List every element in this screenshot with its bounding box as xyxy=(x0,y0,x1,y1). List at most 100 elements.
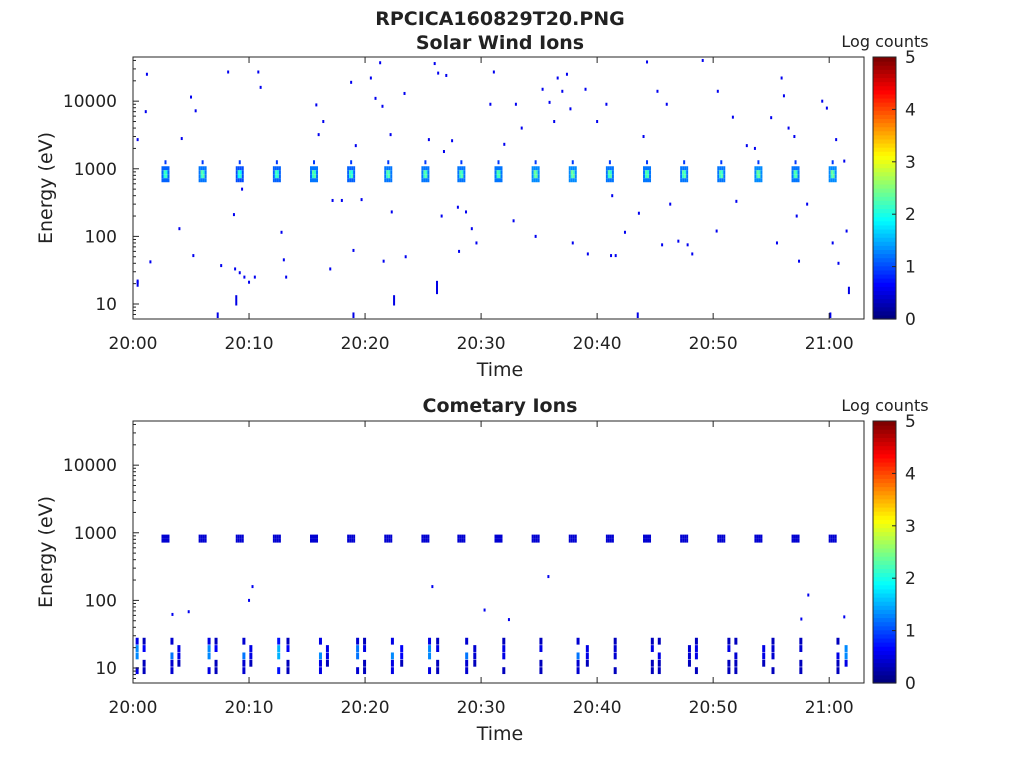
beam-mark xyxy=(568,160,577,183)
colorbar-swatch xyxy=(873,310,896,316)
colorbar-swatch xyxy=(873,613,896,619)
scatter-point xyxy=(793,135,796,139)
colorbar-swatch xyxy=(873,97,896,103)
beam-mark xyxy=(717,160,726,183)
beam-mark xyxy=(347,160,356,183)
scatter-point xyxy=(241,187,244,191)
colorbar-swatch xyxy=(873,118,896,124)
colorbar-swatch xyxy=(873,151,896,156)
panel2-ylabel: Energy (eV) xyxy=(35,496,57,608)
low-energy-band-mark xyxy=(799,637,803,675)
y-tick-label: 1000 xyxy=(74,160,117,180)
scatter-point xyxy=(285,275,288,279)
low-energy-band-mark xyxy=(170,637,174,675)
beam-mark xyxy=(494,160,503,183)
beam-mark xyxy=(494,534,503,543)
panel2-axes: 20:00 20:10 20:20 20:30 20:40 20:50 21:00 10 100… xyxy=(63,421,854,718)
scatter-point xyxy=(322,120,325,124)
colorbar-swatch xyxy=(873,294,896,300)
colorbar-swatch xyxy=(873,106,896,111)
scatter-point xyxy=(611,194,614,198)
y-tick-label: 10000 xyxy=(63,456,117,476)
streak-mark xyxy=(216,312,219,319)
colorbar-swatch xyxy=(873,306,896,312)
low-energy-band-mark xyxy=(762,645,766,667)
scatter-point xyxy=(456,205,459,209)
colorbar-swatch xyxy=(873,547,896,553)
scatter-point xyxy=(735,199,738,203)
scatter-point xyxy=(837,261,840,265)
scatter-point xyxy=(331,198,334,202)
panel1-colorbar-label: Log counts xyxy=(841,32,928,51)
colorbar-swatch xyxy=(873,625,896,631)
colorbar-swatch xyxy=(873,474,896,479)
scatter-point xyxy=(352,248,355,252)
colorbar-swatch xyxy=(873,147,896,152)
streak-mark xyxy=(352,312,355,319)
beam-mark xyxy=(235,160,244,183)
scatter-point xyxy=(503,142,506,146)
x-tick-label: 20:50 xyxy=(689,698,738,718)
scatter-point xyxy=(489,102,492,106)
scatter-point xyxy=(445,73,448,77)
colorbar-swatch xyxy=(873,490,896,496)
colorbar-tick-label: 5 xyxy=(905,412,916,432)
beam-mark xyxy=(605,534,614,543)
colorbar-swatch xyxy=(873,142,896,148)
low-energy-band-mark xyxy=(214,637,218,675)
colorbar-swatch xyxy=(873,282,896,287)
x-tick-label: 21:00 xyxy=(805,698,854,718)
scatter-point xyxy=(782,94,785,98)
colorbar-swatch xyxy=(873,486,896,492)
colorbar-swatch xyxy=(873,633,896,639)
panel1-ylabel: Energy (eV) xyxy=(35,132,57,244)
colorbar-swatch xyxy=(873,278,896,283)
scatter-point xyxy=(646,60,649,64)
scatter-point xyxy=(556,76,559,80)
beam-mark xyxy=(310,160,319,183)
scatter-point xyxy=(187,610,190,614)
scatter-point xyxy=(656,89,659,93)
scatter-point xyxy=(661,243,664,247)
beam-mark xyxy=(161,534,170,543)
low-energy-band-mark xyxy=(844,645,848,667)
colorbar-swatch xyxy=(873,179,896,185)
panel2-colorbar: 0 1 2 3 4 5 xyxy=(872,412,916,694)
scatter-point xyxy=(253,275,256,279)
colorbar-swatch xyxy=(873,130,896,136)
scatter-point xyxy=(561,89,564,93)
panel1-data-layer xyxy=(136,58,850,319)
colorbar-swatch xyxy=(873,183,896,189)
colorbar-swatch xyxy=(873,192,896,197)
x-tick-label: 21:00 xyxy=(805,334,854,354)
scatter-point xyxy=(553,120,556,124)
colorbar-swatch xyxy=(873,286,896,291)
scatter-point xyxy=(259,85,262,89)
scatter-point xyxy=(145,72,148,76)
beam-mark xyxy=(235,534,244,543)
colorbar-swatch xyxy=(873,220,896,226)
scatter-point xyxy=(565,72,568,76)
colorbar-swatch xyxy=(873,138,896,144)
colorbar-swatch xyxy=(873,81,896,87)
colorbar-swatch xyxy=(873,539,896,545)
scatter-point xyxy=(800,617,803,621)
beam-mark xyxy=(531,534,540,543)
colorbar-swatch xyxy=(873,290,896,296)
scatter-point xyxy=(379,61,382,65)
scatter-point xyxy=(234,267,237,271)
colorbar-swatch xyxy=(873,670,896,676)
scatter-point xyxy=(507,618,510,622)
scatter-point xyxy=(845,229,848,233)
colorbar-tick-label: 0 xyxy=(905,310,916,330)
low-energy-band-mark xyxy=(400,645,404,667)
scatter-point xyxy=(843,159,846,163)
scatter-point xyxy=(691,252,694,256)
colorbar-swatch xyxy=(873,601,896,606)
y-tick-label: 10 xyxy=(95,295,117,315)
colorbar-swatch xyxy=(873,110,896,115)
scatter-point xyxy=(144,110,147,114)
scatter-point xyxy=(686,243,689,247)
colorbar-swatch xyxy=(873,249,896,255)
colorbar-swatch xyxy=(873,77,896,83)
